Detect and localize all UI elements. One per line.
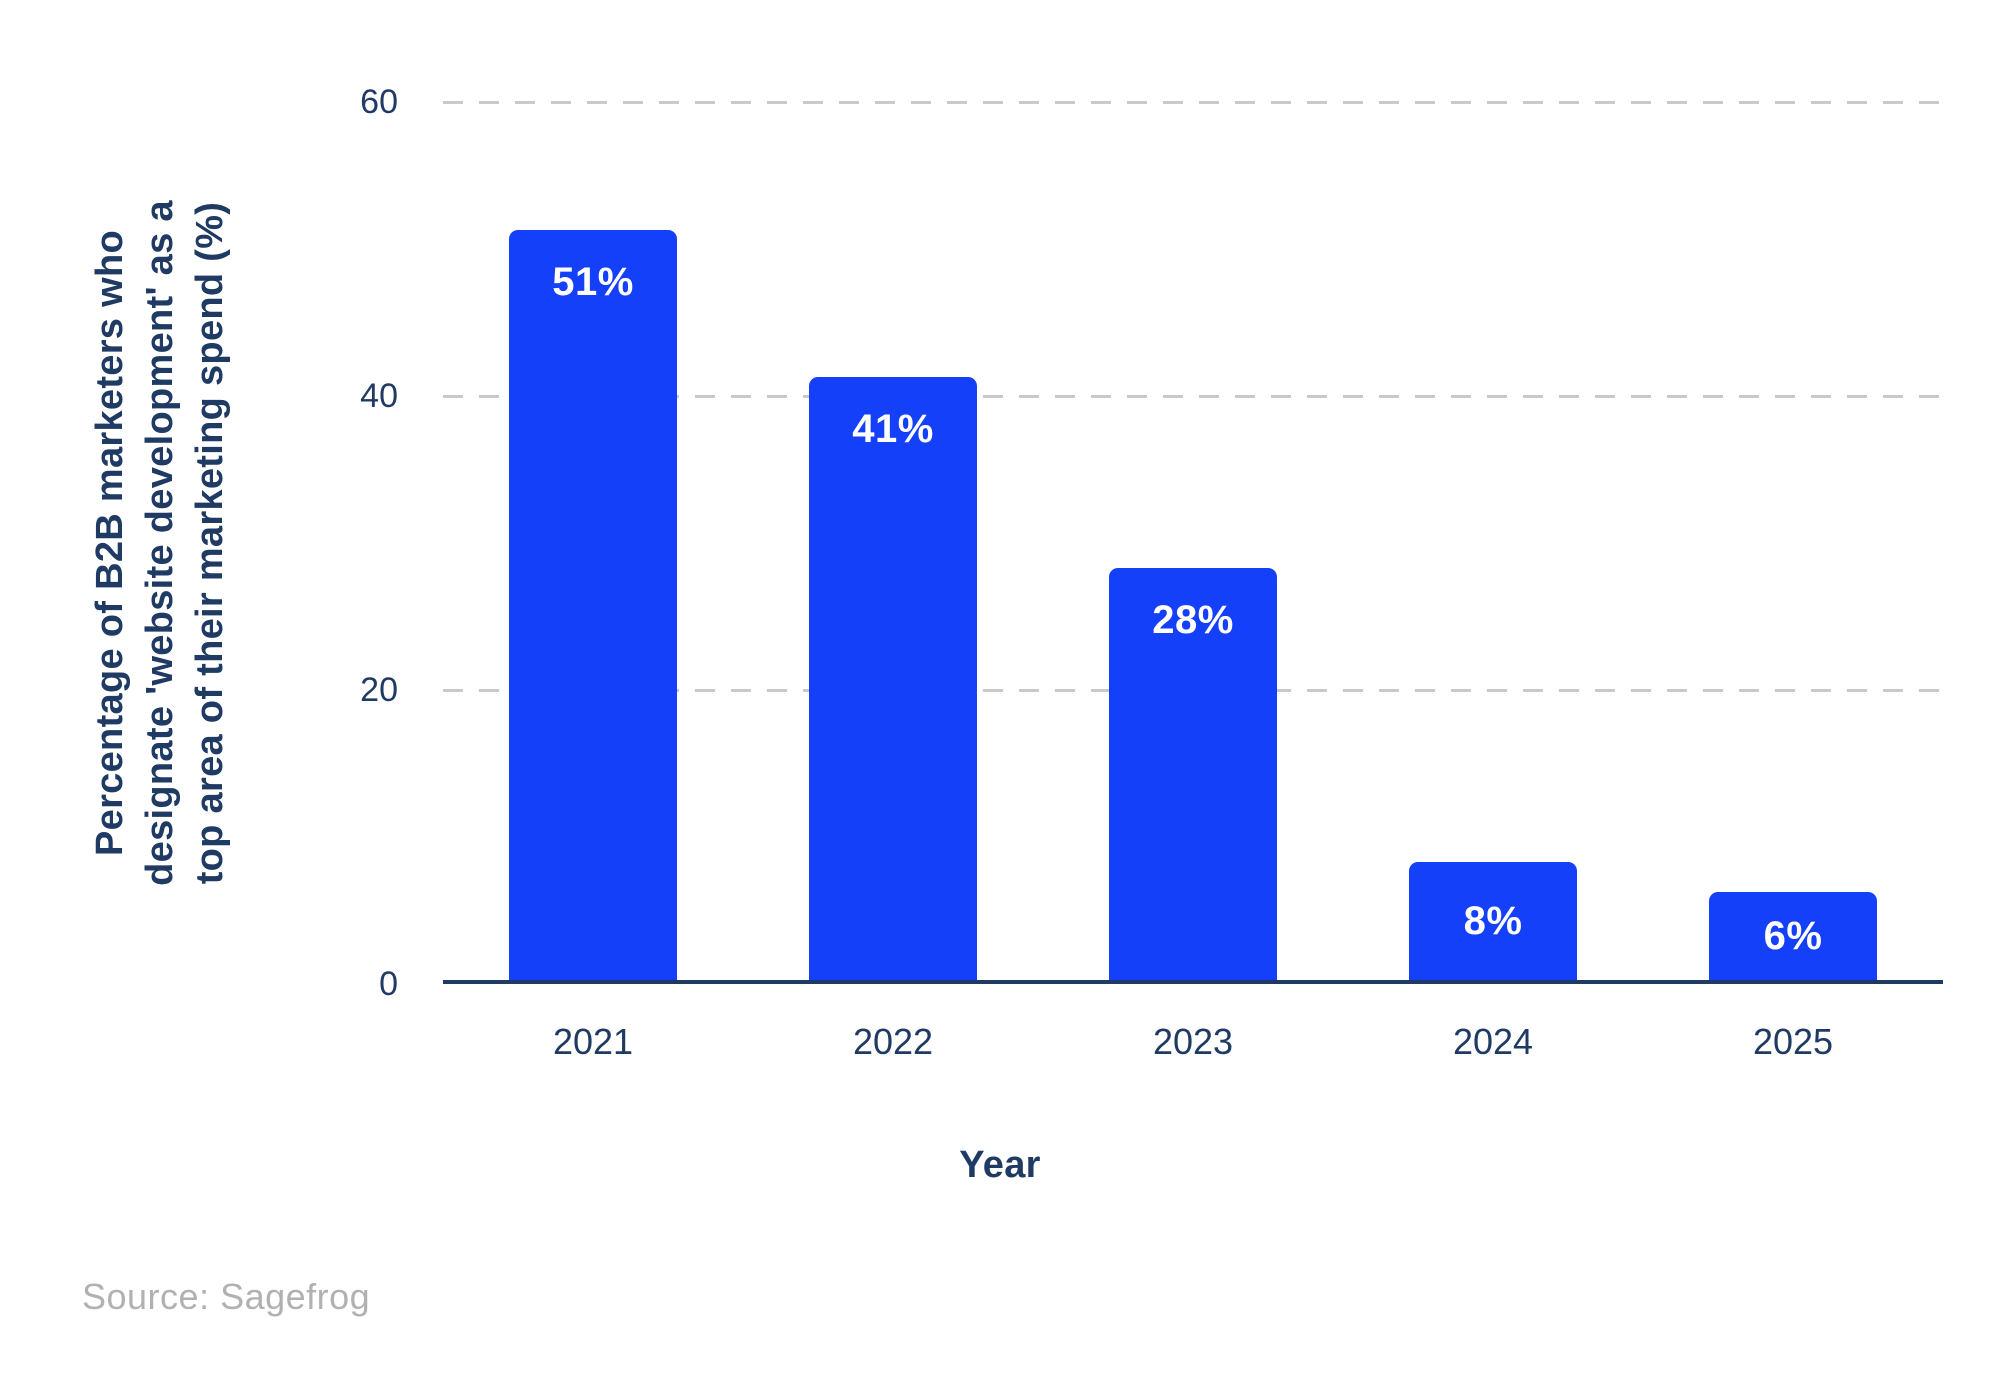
x-axis-title: Year [959, 1144, 1041, 1186]
gridline-40 [443, 395, 1943, 398]
y-tick-0: 0 [379, 965, 398, 1003]
bar-2023: 28% [1109, 568, 1277, 980]
y-axis-title-line-3: top area of their marketing spend (%) [189, 201, 231, 885]
bar-slot-2025: 6% [1643, 102, 1943, 980]
x-tick-2025: 2025 [1752, 1021, 1834, 1062]
x-tick-2024: 2024 [1452, 1021, 1534, 1062]
y-tick-40: 40 [360, 377, 398, 415]
bar-slot-2021: 51% [443, 102, 743, 980]
plot-area: 51% 41% 28% 8% 6% [443, 101, 1943, 984]
source-caption: Source: Sagefrog [82, 1276, 371, 1317]
x-tick-2023: 2023 [1152, 1021, 1234, 1062]
x-tick-2021: 2021 [552, 1021, 634, 1062]
bar-2022: 41% [809, 377, 977, 980]
bar-2025: 6% [1709, 891, 1877, 980]
bar-value-label-2022: 41% [852, 407, 934, 452]
bar-slot-2024: 8% [1343, 102, 1643, 980]
bar-2024: 8% [1409, 862, 1577, 980]
bar-slot-2022: 41% [743, 102, 1043, 980]
bar-value-label-2025: 6% [1763, 913, 1823, 958]
bar-2021: 51% [509, 230, 677, 980]
y-tick-60: 60 [360, 83, 398, 121]
bar-value-label-2024: 8% [1463, 899, 1523, 944]
bar-slot-2023: 28% [1043, 102, 1343, 980]
bars-row: 51% 41% 28% 8% 6% [443, 102, 1943, 980]
y-tick-20: 20 [360, 671, 398, 709]
y-axis-title-line-2: designate 'website development' as a [139, 200, 181, 886]
bar-value-label-2023: 28% [1152, 598, 1234, 643]
y-axis-title: Percentage of B2B marketers who designat… [85, 73, 235, 1013]
x-tick-2022: 2022 [852, 1021, 934, 1062]
y-axis-title-line-1: Percentage of B2B marketers who [89, 230, 131, 856]
bar-value-label-2021: 51% [552, 260, 634, 305]
gridline-60 [443, 101, 1943, 104]
x-ticks-row: 2021 2022 2023 2024 2025 [443, 1020, 1943, 1064]
